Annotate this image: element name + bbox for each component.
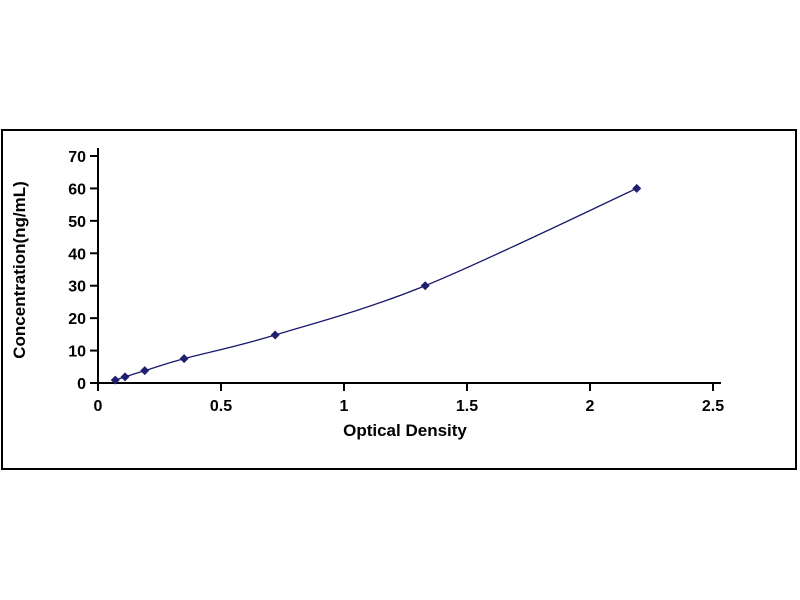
chart-panel: 0 10 20 30 40 50 60 70 0 0.5 1 1.5 2 2.5 Optical Dens… [1, 129, 797, 470]
standard-curve-chart: 0 10 20 30 40 50 60 70 0 0.5 1 1.5 2 2.5 Optical Dens… [10, 148, 724, 440]
y-tick-label: 70 [68, 149, 86, 166]
data-point-marker [632, 183, 642, 193]
data-point-marker [270, 330, 280, 340]
x-tick-label: 1 [340, 398, 349, 415]
plot-area: 0 10 20 30 40 50 60 70 0 0.5 1 1.5 2 2.5 [68, 148, 724, 415]
y-tick-label: 40 [68, 246, 86, 263]
x-tick-label: 2 [586, 398, 595, 415]
x-tick-label: 1.5 [456, 398, 478, 415]
data-point-marker [179, 354, 189, 364]
x-axis-title: Optical Density [343, 421, 467, 440]
y-tick-label: 60 [68, 181, 86, 198]
x-tick-label: 0.5 [210, 398, 232, 415]
data-curve [115, 187, 638, 381]
data-point-marker [420, 281, 430, 291]
y-tick-label: 10 [68, 344, 86, 361]
axis-lines [97, 148, 721, 384]
x-tick-label: 2.5 [702, 398, 724, 415]
data-point-marker [120, 372, 130, 382]
y-tick-label: 0 [77, 376, 86, 393]
y-tick-label: 50 [68, 214, 86, 231]
x-tick-label: 0 [94, 398, 103, 415]
y-axis-title: Concentration(ng/mL) [10, 181, 29, 359]
y-tick-label: 20 [68, 311, 86, 328]
data-point-marker [110, 375, 120, 385]
y-tick-label: 30 [68, 279, 86, 296]
data-point-marker [140, 366, 150, 376]
